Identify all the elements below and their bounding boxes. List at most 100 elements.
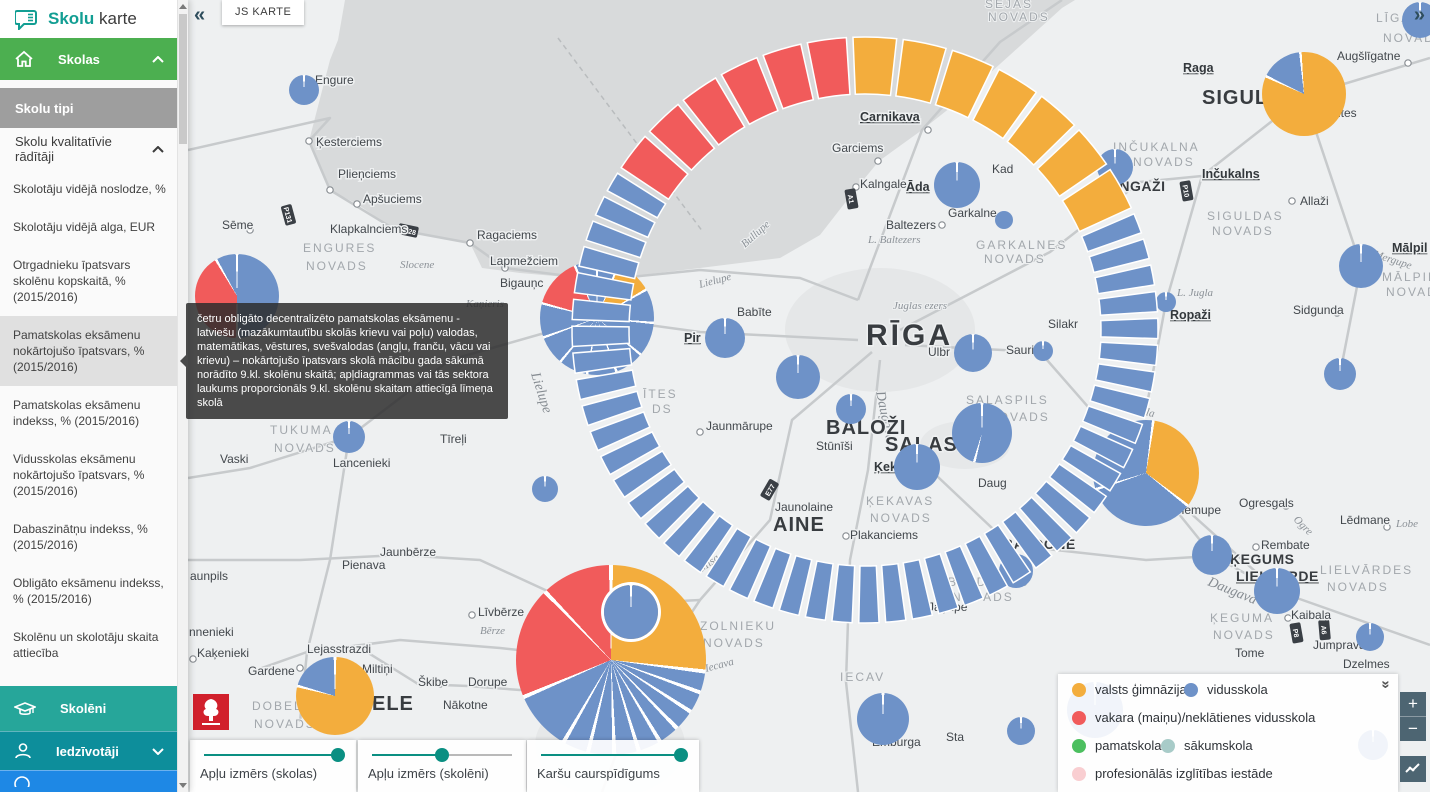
slider-panel-0: Apļu izmērs (skolas) xyxy=(190,740,356,792)
sidebar-item-indicator-6[interactable]: Dabaszinātņu indekss, % (2015/2016) xyxy=(13,522,148,552)
globe-icon xyxy=(14,776,30,787)
legend-item-1[interactable]: vidusskola xyxy=(1184,682,1268,697)
sidebar-item-indicator-4[interactable]: Pamatskolas eksāmenu indekss, % (2015/20… xyxy=(13,398,141,428)
school-pie-chart-6[interactable] xyxy=(604,585,658,639)
school-pie-chart-9[interactable] xyxy=(776,355,820,399)
slider-thumb[interactable] xyxy=(330,748,345,762)
title-rest: karte xyxy=(99,9,137,28)
chart-tool-button[interactable] xyxy=(1400,756,1426,782)
sidebar-item-indicator-2[interactable]: Otrgadnieku īpatsvars skolēnu kopskaitā,… xyxy=(13,258,131,304)
sidebar-item-indicator-7[interactable]: Obligāto eksāmenu indekss, % (2015/2016) xyxy=(13,576,164,606)
map-publisher-logo[interactable] xyxy=(193,694,229,730)
map-label: Lejasstrazdi xyxy=(307,642,371,656)
map-label: Dzelmes xyxy=(1343,657,1390,671)
sidebar-item-indicator-0[interactable]: Skolotāju vidējā noslodze, % xyxy=(13,182,166,196)
map-label: Ulbr xyxy=(928,345,950,359)
sidebar-item-label: Skolēni xyxy=(60,701,107,716)
school-pie-chart-18[interactable] xyxy=(1402,2,1430,38)
line-chart-icon xyxy=(1405,763,1420,773)
school-pie-chart-17[interactable] xyxy=(1339,244,1383,288)
school-pie-chart-26[interactable] xyxy=(1007,717,1035,745)
school-pie-chart-28[interactable] xyxy=(954,334,992,372)
map-label: GARKALNES xyxy=(976,238,1067,252)
school-pie-chart-4[interactable] xyxy=(532,476,558,502)
slider-thumb[interactable] xyxy=(673,748,688,762)
school-pie-chart-20[interactable] xyxy=(1324,358,1356,390)
map-label: Slocene xyxy=(400,259,434,271)
sidebar-item-iedzivotaji[interactable]: Iedzīvotāji xyxy=(0,731,178,770)
map-label: Stūnīši xyxy=(816,439,853,453)
map-label: Silakr xyxy=(1048,317,1078,331)
map-label: Kaķenieki xyxy=(197,646,249,660)
school-pie-chart-11[interactable] xyxy=(894,444,940,490)
school-pie-chart-2[interactable] xyxy=(540,261,654,375)
home-icon xyxy=(15,50,33,67)
school-pie-chart-21[interactable] xyxy=(1093,420,1199,526)
map-label: Kad xyxy=(992,162,1013,176)
expand-panel-icon[interactable]: » xyxy=(1413,4,1425,26)
map-label: Kalngale xyxy=(860,177,907,191)
school-pie-chart-30[interactable] xyxy=(999,554,1033,588)
legend-panel: » valsts ģimnāzija vidusskola vakara (maiņ… xyxy=(1058,674,1398,792)
indicator-tooltip: četru obligāto decentralizēto pamatskola… xyxy=(180,303,508,419)
school-pie-chart-29[interactable] xyxy=(1033,341,1053,361)
slider-track[interactable] xyxy=(541,748,688,762)
school-pie-chart-19[interactable] xyxy=(1262,52,1346,136)
svg-text:A6: A6 xyxy=(1319,625,1327,635)
legend-item-label: pamatskola xyxy=(1095,738,1162,753)
school-pie-chart-16[interactable] xyxy=(1156,292,1176,312)
school-pie-chart-25[interactable] xyxy=(857,693,909,745)
legend-collapse-icon[interactable]: » xyxy=(1377,680,1395,689)
sidebar-item-indicator-3[interactable]: Pamatskolas eksāmenu nokārtojušo īpatsva… xyxy=(0,316,178,386)
sidebar-scrollbar[interactable] xyxy=(177,0,188,792)
school-pie-chart-3[interactable] xyxy=(333,421,365,453)
sidebar-item-skolas[interactable]: Skolas xyxy=(0,38,178,80)
sidebar-item-skoleni[interactable]: Skolēni xyxy=(0,686,178,731)
legend-item-4[interactable]: sākumskola xyxy=(1161,738,1253,753)
slider-track[interactable] xyxy=(204,748,345,762)
scrollbar-thumb[interactable] xyxy=(179,14,187,144)
map-label: Līvbērze xyxy=(478,605,524,619)
legend-item-2[interactable]: vakara (maiņu)/neklātienes vidusskola xyxy=(1072,710,1315,725)
school-pie-chart-13[interactable] xyxy=(934,162,980,208)
sidebar-item-kvalitativie[interactable]: Skolu kvalitatīvie rādītāji xyxy=(0,128,178,170)
school-pie-chart-22[interactable] xyxy=(1192,535,1232,575)
school-pie-chart-14[interactable] xyxy=(995,211,1013,229)
svg-text:A1: A1 xyxy=(846,194,854,204)
school-pie-chart-23[interactable] xyxy=(1254,568,1300,614)
svg-text:P10: P10 xyxy=(1180,184,1189,198)
map-label: Garciems xyxy=(832,141,883,155)
app-header: Skolu karte xyxy=(0,0,178,38)
zoom-out-button[interactable]: − xyxy=(1400,717,1426,741)
scroll-up-icon[interactable] xyxy=(179,4,187,9)
slider-thumb[interactable] xyxy=(435,748,449,762)
map-label: Nākotne xyxy=(443,698,488,712)
tab-js-karte[interactable]: JS KARTE xyxy=(222,0,305,25)
school-pie-chart-15[interactable] xyxy=(1097,149,1133,185)
collapse-sidebar-icon[interactable]: « xyxy=(194,4,206,26)
school-pie-chart-10[interactable] xyxy=(836,394,866,424)
school-pie-chart-0[interactable] xyxy=(289,75,319,105)
sidebar-item-skolu-tipi[interactable]: Skolu tipi xyxy=(0,88,178,128)
map-label: Lancenieki xyxy=(333,456,390,470)
map-label: TUKUMA xyxy=(270,423,333,437)
legend-item-3[interactable]: pamatskola xyxy=(1072,738,1161,753)
school-pie-chart-8[interactable] xyxy=(705,318,745,358)
legend-item-0[interactable]: valsts ģimnāzija xyxy=(1072,682,1187,697)
legend-color-dot xyxy=(1072,766,1086,781)
school-pie-chart-12[interactable] xyxy=(952,403,1012,463)
sidebar-item-next[interactable] xyxy=(0,770,178,792)
sidebar-item-indicator-8[interactable]: Skolēnu un skolotāju skaita attiecība xyxy=(13,630,159,660)
sidebar-item-indicator-1[interactable]: Skolotāju vidējā alga, EUR xyxy=(13,220,156,234)
map-label: NOVADS xyxy=(1327,580,1389,594)
school-pie-chart-24[interactable] xyxy=(1356,623,1384,651)
school-pie-chart-7[interactable] xyxy=(296,657,374,735)
zoom-in-button[interactable]: + xyxy=(1400,692,1426,717)
page-title: Skolu karte xyxy=(48,9,137,29)
scroll-down-icon[interactable] xyxy=(179,783,187,788)
sidebar-item-indicator-5[interactable]: Vidusskolas eksāmenu nokārtojušo īpatsva… xyxy=(13,452,145,498)
map-label: SĒJAS xyxy=(985,0,1033,11)
slider-track[interactable] xyxy=(372,748,512,762)
legend-item-5[interactable]: profesionālās izglītības iestāde xyxy=(1072,766,1273,781)
